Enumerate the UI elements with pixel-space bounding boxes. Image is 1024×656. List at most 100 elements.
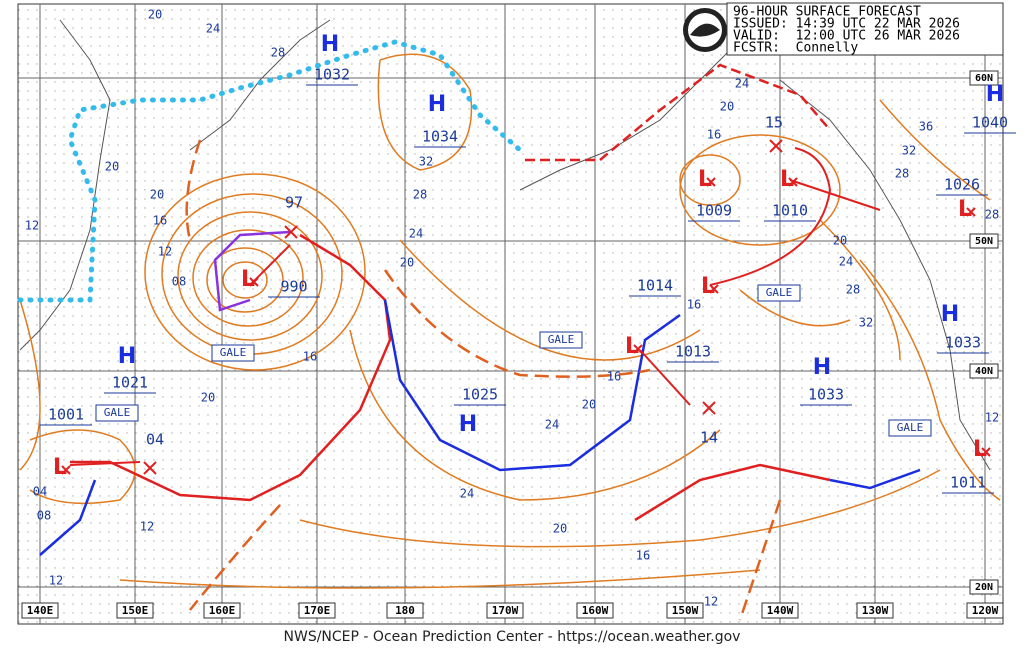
isobar-label: 32 [419, 155, 433, 169]
isobar-label: 24 [460, 487, 474, 501]
isobar-label: 28 [846, 283, 860, 297]
lon-label: 150E [122, 604, 149, 617]
system-pressure: 1009 [696, 202, 732, 220]
system-pressure: 1014 [637, 277, 673, 295]
lon-label-box [298, 602, 336, 619]
labels: 140E 150E 160E 170E 180 170W 160W 150W 140W 130W 1… [21, 8, 1016, 619]
gale-label: GALE [897, 421, 924, 434]
system-pressure: 1013 [675, 343, 711, 361]
low-center-x [706, 177, 716, 187]
gale-box [539, 331, 583, 349]
ice-edge [17, 39, 523, 303]
header-valid: VALID: 12:00 UTC 26 MAR 2026 [733, 29, 960, 44]
low-center-x [61, 465, 71, 475]
footer: NWS/NCEP - Ocean Prediction Center - htt… [284, 629, 741, 645]
map-frame [17, 3, 1004, 625]
gale-box [211, 344, 255, 362]
system-pressure: 1040 [972, 114, 1008, 132]
forecast-pressure: 97 [285, 194, 303, 212]
fronts [39, 63, 921, 621]
forecast-pressure: 15 [765, 114, 783, 132]
header-box: 96-HOUR SURFACE FORECAST ISSUED: 14:39 U… [726, 2, 1004, 56]
lon-label: 160E [209, 604, 236, 617]
system-pressure: 1010 [772, 202, 808, 220]
system-symbol: H [813, 355, 831, 380]
lat-label: 20N [975, 582, 993, 593]
lon-label-box [486, 602, 524, 619]
lon-label: 140E [27, 604, 54, 617]
isobar-label: 08 [37, 509, 51, 523]
isobar-label: 24 [409, 227, 423, 241]
isobar-label: 16 [153, 214, 167, 228]
lon-label: 130W [862, 604, 889, 617]
isobar-label: 24 [839, 255, 853, 269]
system-symbol: H [459, 412, 477, 437]
isobar-label: 36 [919, 120, 933, 134]
isobar-label: 08 [172, 275, 186, 289]
forecast-pressure: 04 [146, 431, 164, 449]
gale-box [757, 284, 801, 302]
isobar-label: 12 [985, 411, 999, 425]
isobar-label: 20 [582, 398, 596, 412]
low-center-x [966, 207, 976, 217]
isobar-label: 16 [607, 370, 621, 384]
lat-label: 50N [975, 236, 993, 247]
isobar-label: 20 [148, 8, 162, 22]
gale-label: GALE [766, 286, 793, 299]
lon-label-box [761, 602, 799, 619]
header-issued: ISSUED: 14:39 UTC 22 MAR 2026 [733, 17, 960, 32]
lon-label-box [576, 602, 614, 619]
graticule [18, 4, 1003, 624]
lat-label-box [969, 363, 999, 379]
isobar-label: 28 [413, 188, 427, 202]
isobar-label: 20 [553, 522, 567, 536]
gale-box [888, 419, 932, 437]
isobar-label: 16 [303, 350, 317, 364]
lon-label-box [666, 602, 704, 619]
track-arrows [69, 147, 881, 466]
isobar-label: 28 [985, 208, 999, 222]
system-symbol: H [986, 82, 1004, 107]
low-center-x [981, 447, 991, 457]
isobar-label: 20 [201, 391, 215, 405]
isobar-label: 32 [859, 316, 873, 330]
forecast-x [284, 225, 298, 239]
isobar-label: 24 [206, 22, 220, 36]
lat-label-box [969, 70, 999, 86]
system-pressure: 1025 [462, 386, 498, 404]
lon-label: 120W [972, 604, 999, 617]
low-center-x [788, 177, 798, 187]
lon-label: 150W [672, 604, 699, 617]
isobar-label: 12 [158, 245, 172, 259]
isobar-label: 12 [49, 574, 63, 588]
lat-label-box [969, 579, 999, 595]
system-pressure: 1032 [314, 66, 350, 84]
system-pressure: 1001 [48, 406, 84, 424]
isobar-label: 16 [636, 549, 650, 563]
lon-label: 180 [395, 604, 415, 617]
isobar-label: 20 [833, 234, 847, 248]
forecast-x [769, 139, 783, 153]
isobar-label: 32 [902, 144, 916, 158]
isobar-label: 20 [720, 100, 734, 114]
lon-label: 140W [767, 604, 794, 617]
isobar-label: 12 [704, 595, 718, 609]
low-center-x [249, 277, 259, 287]
lat-label: 60N [975, 73, 993, 84]
system-symbol: H [118, 344, 136, 369]
isobar-label: 20 [400, 256, 414, 270]
lon-label-box [116, 602, 154, 619]
forecast-pressure: 14 [700, 429, 718, 447]
system-pressure: 1033 [945, 334, 981, 352]
system-pressure: 1034 [422, 128, 458, 146]
isobar-label: 04 [33, 485, 47, 499]
isobar-label: 28 [895, 167, 909, 181]
system-pressure: 1011 [950, 474, 986, 492]
isobar-label: 16 [707, 128, 721, 142]
isobar-label: 20 [105, 160, 119, 174]
lon-label-box [21, 602, 59, 619]
lat-label-box [969, 233, 999, 249]
isobar-label: 12 [25, 219, 39, 233]
gale-label: GALE [548, 333, 575, 346]
